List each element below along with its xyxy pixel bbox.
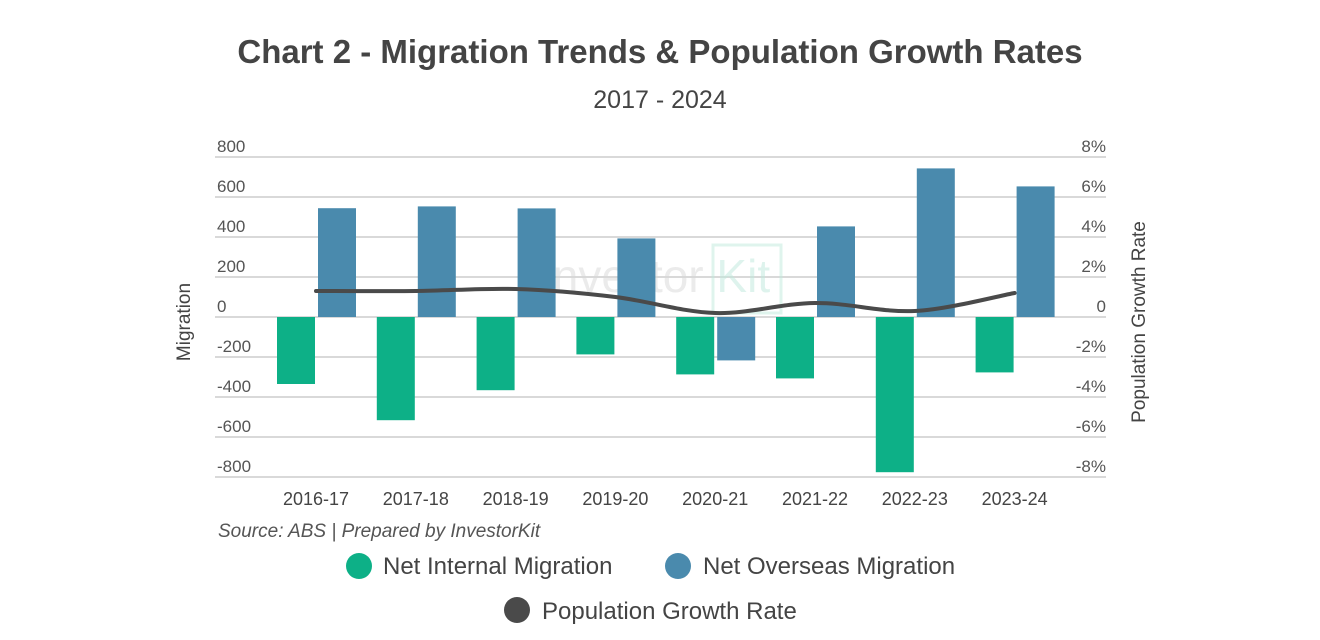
bar-net-internal-migration [776,317,814,379]
bar-net-overseas-migration [717,317,756,361]
legend-marker-overseas [665,553,691,579]
chart-title: Chart 2 - Migration Trends & Population … [237,33,1082,70]
bar-net-overseas-migration [517,208,556,317]
legend-marker-growth [504,597,530,623]
bar-net-internal-migration [676,317,715,375]
legend-label-internal: Net Internal Migration [383,553,612,580]
bar-net-internal-migration [476,317,515,391]
bar-net-overseas-migration [417,206,456,317]
y-tick-label: 0 [217,297,226,316]
x-tick-label: 2023-24 [982,489,1048,509]
y2-tick-label: -6% [1076,417,1106,436]
x-tick-label: 2022-23 [882,489,948,509]
y-tick-label: -600 [217,417,251,436]
y-tick-label: 200 [217,257,245,276]
x-tick-label: 2017-18 [383,489,449,509]
y2-axis-ticks: 8% 6% 4% 2% 0 -2% -4% -6% -8% [1076,137,1106,476]
chart-subtitle: 2017 - 2024 [593,86,727,114]
bar-net-internal-migration [277,317,315,384]
y2-tick-label: 0 [1097,297,1106,316]
x-tick-label: 2021-22 [782,489,848,509]
y2-tick-label: 8% [1081,137,1106,156]
bar-net-internal-migration [576,317,615,355]
bar-net-overseas-migration [617,238,656,317]
y-axis-ticks: 800 600 400 200 0 -200 -400 -600 -800 [217,137,251,476]
series-line-population-growth-rate [314,286,1017,316]
bar-net-internal-migration [875,317,914,473]
bar-net-internal-migration [376,317,415,421]
x-tick-label: 2019-20 [582,489,648,509]
y-tick-label: 400 [217,217,245,236]
legend-marker-internal [346,553,372,579]
y-tick-label: 600 [217,177,245,196]
y2-tick-label: -8% [1076,457,1106,476]
y2-tick-label: 4% [1081,217,1106,236]
y2-tick-label: 2% [1081,257,1106,276]
legend-label-growth: Population Growth Rate [542,598,797,625]
y-tick-label: -200 [217,337,251,356]
y2-tick-label: -2% [1076,337,1106,356]
y-tick-label: -400 [217,377,251,396]
source-note: Source: ABS | Prepared by InvestorKit [218,521,541,542]
y-tick-label: 800 [217,137,245,156]
y2-tick-label: 6% [1081,177,1106,196]
bar-net-internal-migration [975,317,1014,373]
gridlines [215,156,1106,478]
x-tick-label: 2016-17 [283,489,349,509]
y2-axis-title: Population Growth Rate [1129,221,1150,423]
watermark-logo-frame [711,243,783,315]
legend-item-net-overseas-migration[interactable]: Net Overseas Migration [665,553,955,580]
bars [277,168,1055,473]
legend: Net Internal Migration Net Overseas Migr… [346,553,955,625]
y-axis-title: Migration [174,283,195,361]
x-tick-label: 2020-21 [682,489,748,509]
x-axis-labels: 2016-17 2017-18 2018-19 2019-20 2020-21 2021-… [283,489,1048,509]
y2-tick-label: -4% [1076,377,1106,396]
x-tick-label: 2018-19 [483,489,549,509]
bar-net-overseas-migration [916,168,955,317]
legend-item-net-internal-migration[interactable]: Net Internal Migration [346,553,612,580]
bar-net-overseas-migration [1016,186,1055,317]
legend-item-population-growth-rate[interactable]: Population Growth Rate [504,597,797,625]
y-tick-label: -800 [217,457,251,476]
bar-net-overseas-migration [318,208,356,317]
legend-label-overseas: Net Overseas Migration [703,553,955,580]
